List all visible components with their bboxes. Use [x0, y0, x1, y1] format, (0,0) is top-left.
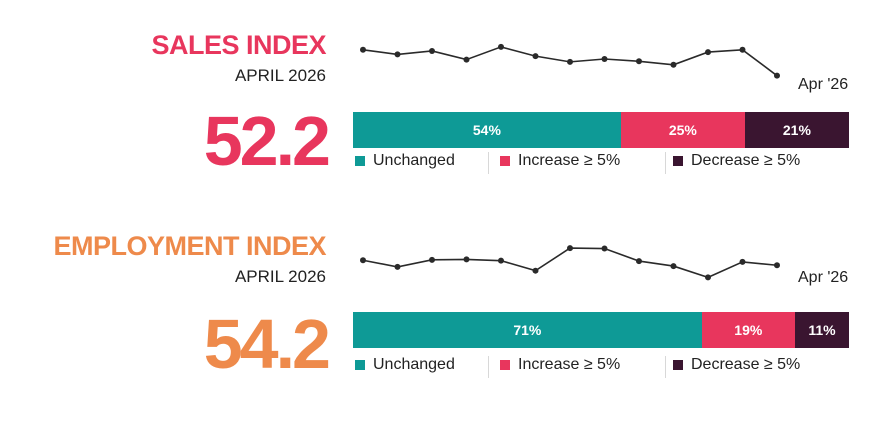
sales-index-subtitle: APRIL 2026 — [234, 66, 326, 85]
employment-bar-segment-label: 11% — [808, 322, 836, 338]
employment-trend-point — [636, 258, 642, 265]
legend-swatch-increase — [500, 360, 510, 370]
sales-distribution-bar: 54% 25% 21% — [353, 112, 849, 148]
employment-trend-point — [601, 245, 608, 252]
employment-index-value: 54.2 — [203, 305, 331, 383]
sales-trend-point — [567, 58, 573, 65]
legend-label-unchanged: Unchanged — [373, 152, 455, 169]
employment-bar-segment: 11% — [794, 312, 849, 348]
legend-item-increase: Increase ≥ 5% — [500, 356, 620, 374]
employment-trend-point — [567, 245, 573, 252]
employment-legend: Unchanged Increase ≥ 5% Decrease ≥ 5% — [355, 356, 855, 378]
legend-swatch-decrease — [673, 156, 683, 166]
legend-label-decrease: Decrease ≥ 5% — [691, 152, 801, 169]
employment-trend-point — [463, 256, 470, 263]
employment-trend-point — [705, 274, 711, 281]
legend-swatch-unchanged — [355, 156, 365, 166]
sales-index-value: 52.2 — [203, 102, 331, 180]
sales-trend-point — [360, 46, 366, 53]
legend-label-increase: Increase ≥ 5% — [518, 356, 621, 373]
sales-bar-segment-label: 54% — [472, 122, 501, 138]
legend-divider — [488, 356, 489, 378]
legend-swatch-decrease — [673, 360, 683, 370]
sales-trend-point — [636, 58, 642, 65]
legend-swatch-increase — [500, 156, 510, 166]
sales-trend-point — [394, 51, 401, 58]
employment-trend-point — [532, 267, 539, 274]
employment-trend-point — [670, 263, 677, 270]
employment-trend-sparkline — [360, 245, 780, 281]
employment-trend-point — [429, 256, 435, 263]
legend-item-unchanged: Unchanged — [355, 152, 455, 170]
legend-label-unchanged: Unchanged — [373, 356, 455, 373]
legend-divider — [488, 152, 489, 174]
sales-trend-sparkline — [360, 43, 780, 79]
sales-bar-segment: 54% — [353, 112, 621, 148]
employment-bar-segment-label: 71% — [513, 322, 542, 338]
sales-trend-point — [498, 43, 504, 50]
legend-divider — [665, 152, 666, 174]
employment-bar-segment: 71% — [353, 312, 702, 348]
legend-divider — [665, 356, 666, 378]
employment-bar-segment: 19% — [701, 312, 795, 348]
employment-trend-point — [498, 257, 504, 264]
legend-item-increase: Increase ≥ 5% — [500, 152, 620, 170]
sales-bar-segment: 21% — [744, 112, 849, 148]
sales-trend-point — [532, 53, 539, 60]
legend-item-decrease: Decrease ≥ 5% — [673, 356, 800, 374]
employment-trend-point — [739, 258, 746, 265]
sales-bar-segment-label: 21% — [782, 122, 811, 138]
employment-trend-end-label: Apr '26 — [798, 269, 849, 286]
sales-trend-point — [670, 61, 677, 68]
legend-item-decrease: Decrease ≥ 5% — [673, 152, 800, 170]
sales-trend-point — [739, 46, 746, 53]
sales-trend-point — [774, 72, 780, 79]
employment-trend-point — [394, 263, 401, 270]
sales-legend: Unchanged Increase ≥ 5% Decrease ≥ 5% — [355, 152, 855, 174]
employment-distribution-bar: 71% 19% 11% — [353, 312, 849, 348]
employment-trend-point — [360, 257, 366, 264]
sales-bar-segment-label: 25% — [668, 122, 697, 138]
employment-index-panel: EMPLOYMENT INDEX APRIL 2026 54.2 Apr '26… — [0, 205, 886, 405]
sales-trend-point — [705, 49, 711, 56]
sales-trend-point — [463, 56, 470, 63]
legend-label-increase: Increase ≥ 5% — [518, 152, 621, 169]
sales-trend-end-label: Apr '26 — [798, 76, 849, 93]
sales-index-title: SALES INDEX — [151, 30, 326, 60]
sales-index-panel: SALES INDEX APRIL 2026 52.2 Apr '26 54% 2… — [0, 0, 886, 200]
employment-index-title: EMPLOYMENT INDEX — [53, 231, 326, 261]
sales-trend-point — [429, 47, 435, 54]
employment-index-subtitle: APRIL 2026 — [234, 267, 326, 286]
legend-label-decrease: Decrease ≥ 5% — [691, 356, 801, 373]
sales-bar-segment: 25% — [620, 112, 745, 148]
legend-item-unchanged: Unchanged — [355, 356, 455, 374]
employment-trend-line — [362, 247, 778, 279]
sales-trend-point — [601, 56, 608, 62]
employment-trend-point — [774, 262, 780, 269]
legend-swatch-unchanged — [355, 360, 365, 370]
employment-bar-segment-label: 19% — [734, 322, 763, 338]
